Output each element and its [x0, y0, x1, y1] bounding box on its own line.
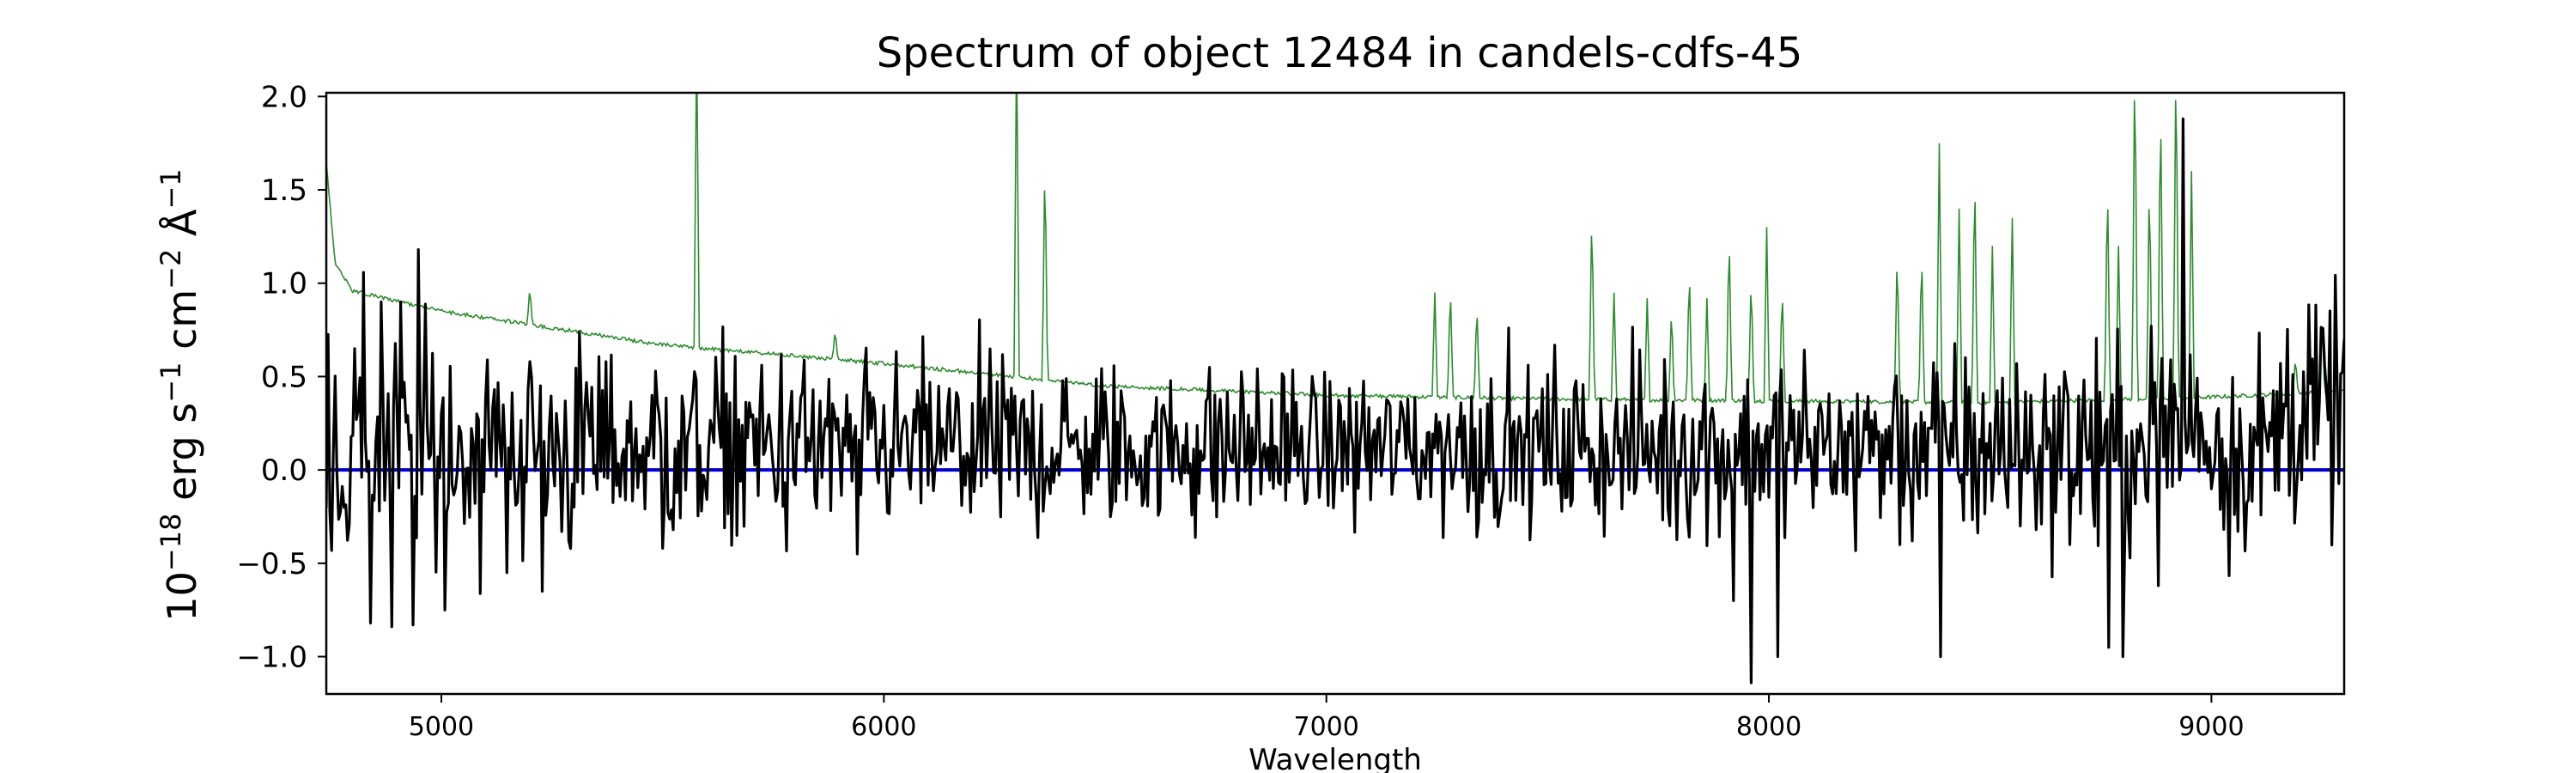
y-tick-label: 1.0 — [261, 267, 307, 301]
y-tick-label: 0.0 — [261, 453, 307, 488]
x-tick-label: 6000 — [851, 712, 916, 742]
y-axis-label: 10−18 erg s−1 cm−2 Å−1 — [155, 168, 205, 621]
x-tick-label: 5000 — [409, 712, 474, 742]
y-axis-ticks: −1.0 −0.5 0.0 0.5 1.0 1.5 2.0 — [236, 80, 326, 675]
x-tick-label: 9000 — [2178, 712, 2244, 742]
chart-title: Spectrum of object 12484 in candels-cdfs… — [877, 29, 1803, 77]
x-tick-label: 8000 — [1736, 712, 1801, 742]
noise-spectrum-line — [326, 93, 2344, 407]
x-tick-label: 7000 — [1294, 712, 1359, 742]
y-tick-label: −1.0 — [236, 641, 307, 675]
plot-frame — [325, 91, 2346, 696]
y-tick-label: 1.5 — [261, 173, 307, 208]
y-tick-label: −0.5 — [236, 547, 307, 581]
y-tick-label: 2.0 — [261, 80, 307, 114]
flux-spectrum-line — [326, 117, 2344, 685]
x-axis-ticks: 5000 6000 7000 8000 9000 — [409, 694, 2245, 742]
plot-lines — [326, 93, 2344, 685]
y-tick-label: 0.5 — [261, 360, 307, 394]
x-axis-label: Wavelength — [1249, 743, 1422, 773]
